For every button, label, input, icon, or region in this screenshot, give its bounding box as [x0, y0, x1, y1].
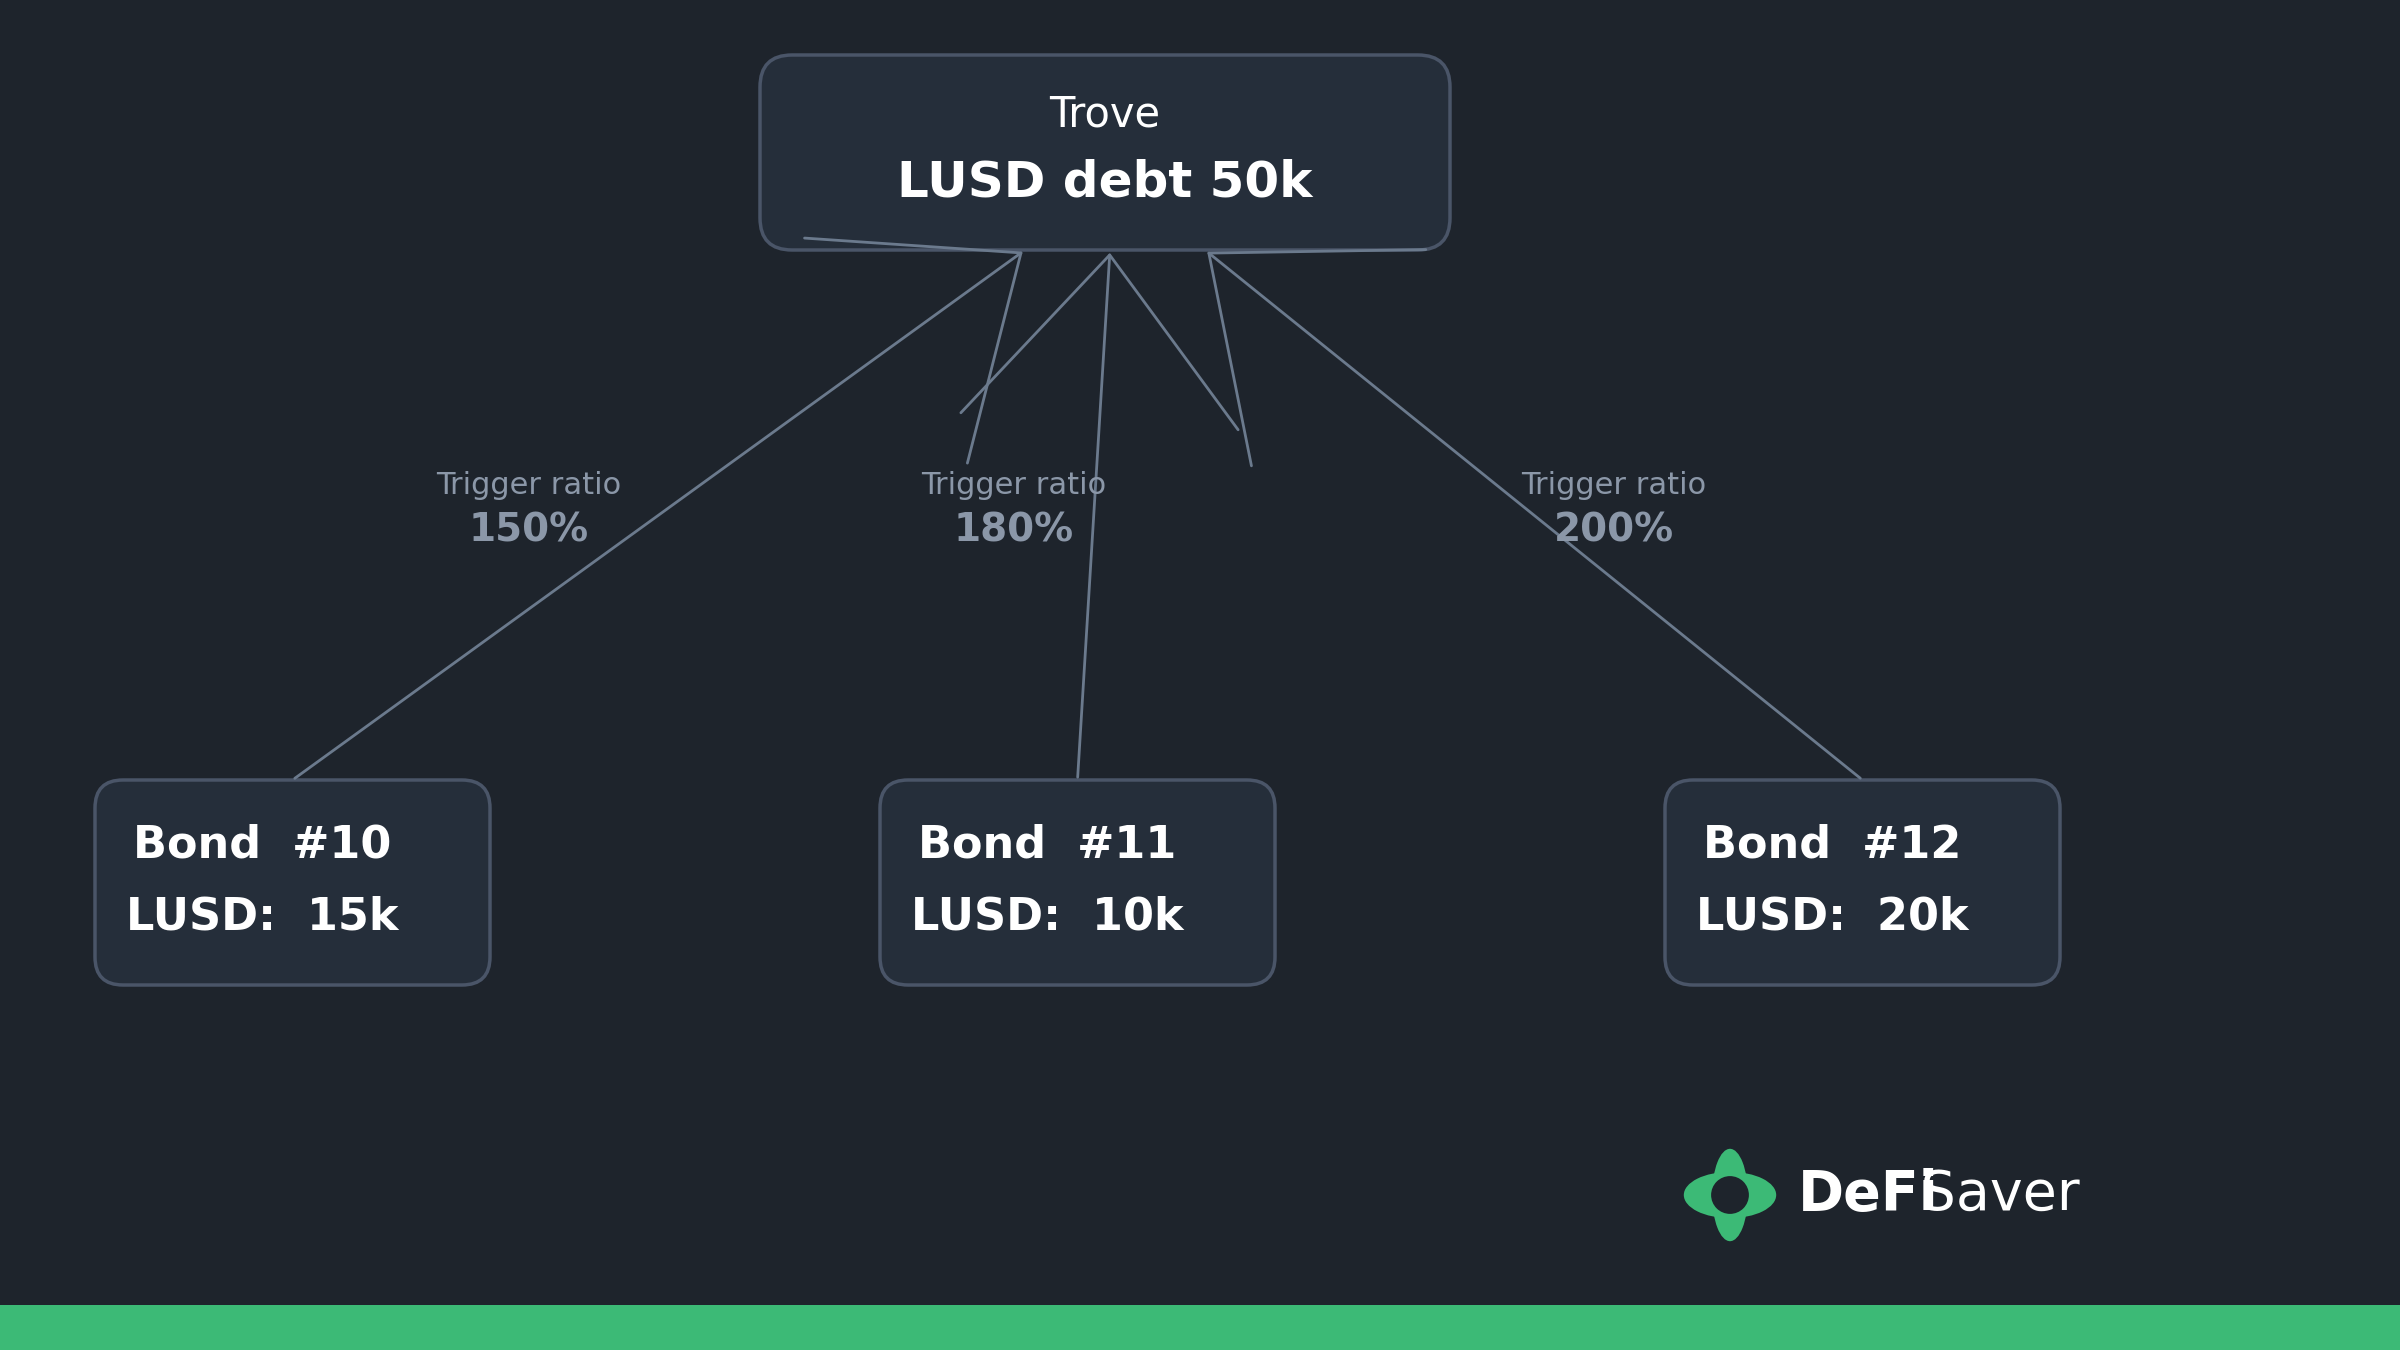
Text: 200%: 200%: [1553, 512, 1673, 549]
Text: LUSD debt 50k: LUSD debt 50k: [898, 158, 1313, 207]
Text: Bond  #12: Bond #12: [1704, 824, 1961, 865]
Bar: [0, 1305, 2400, 1350]
FancyBboxPatch shape: [96, 780, 490, 986]
Text: LUSD:  10k: LUSD: 10k: [912, 896, 1183, 940]
Text: 180%: 180%: [953, 512, 1073, 549]
Text: Bond  #10: Bond #10: [134, 824, 391, 865]
Text: LUSD:  15k: LUSD: 15k: [127, 896, 398, 940]
Text: Trigger ratio: Trigger ratio: [922, 471, 1106, 500]
Text: Bond  #11: Bond #11: [919, 824, 1176, 865]
Text: DeFi: DeFi: [1798, 1168, 1939, 1222]
Text: Trigger ratio: Trigger ratio: [437, 471, 622, 500]
Ellipse shape: [1711, 1149, 1747, 1241]
Text: Trigger ratio: Trigger ratio: [1522, 471, 1706, 500]
FancyBboxPatch shape: [1666, 780, 2059, 986]
Text: Saver: Saver: [1903, 1168, 2081, 1222]
Text: LUSD:  20k: LUSD: 20k: [1697, 896, 1968, 940]
Circle shape: [1711, 1176, 1750, 1214]
Text: 150%: 150%: [468, 512, 588, 549]
FancyBboxPatch shape: [761, 55, 1450, 250]
Text: Trove: Trove: [1049, 93, 1162, 135]
FancyBboxPatch shape: [881, 780, 1274, 986]
Ellipse shape: [1685, 1172, 1776, 1218]
